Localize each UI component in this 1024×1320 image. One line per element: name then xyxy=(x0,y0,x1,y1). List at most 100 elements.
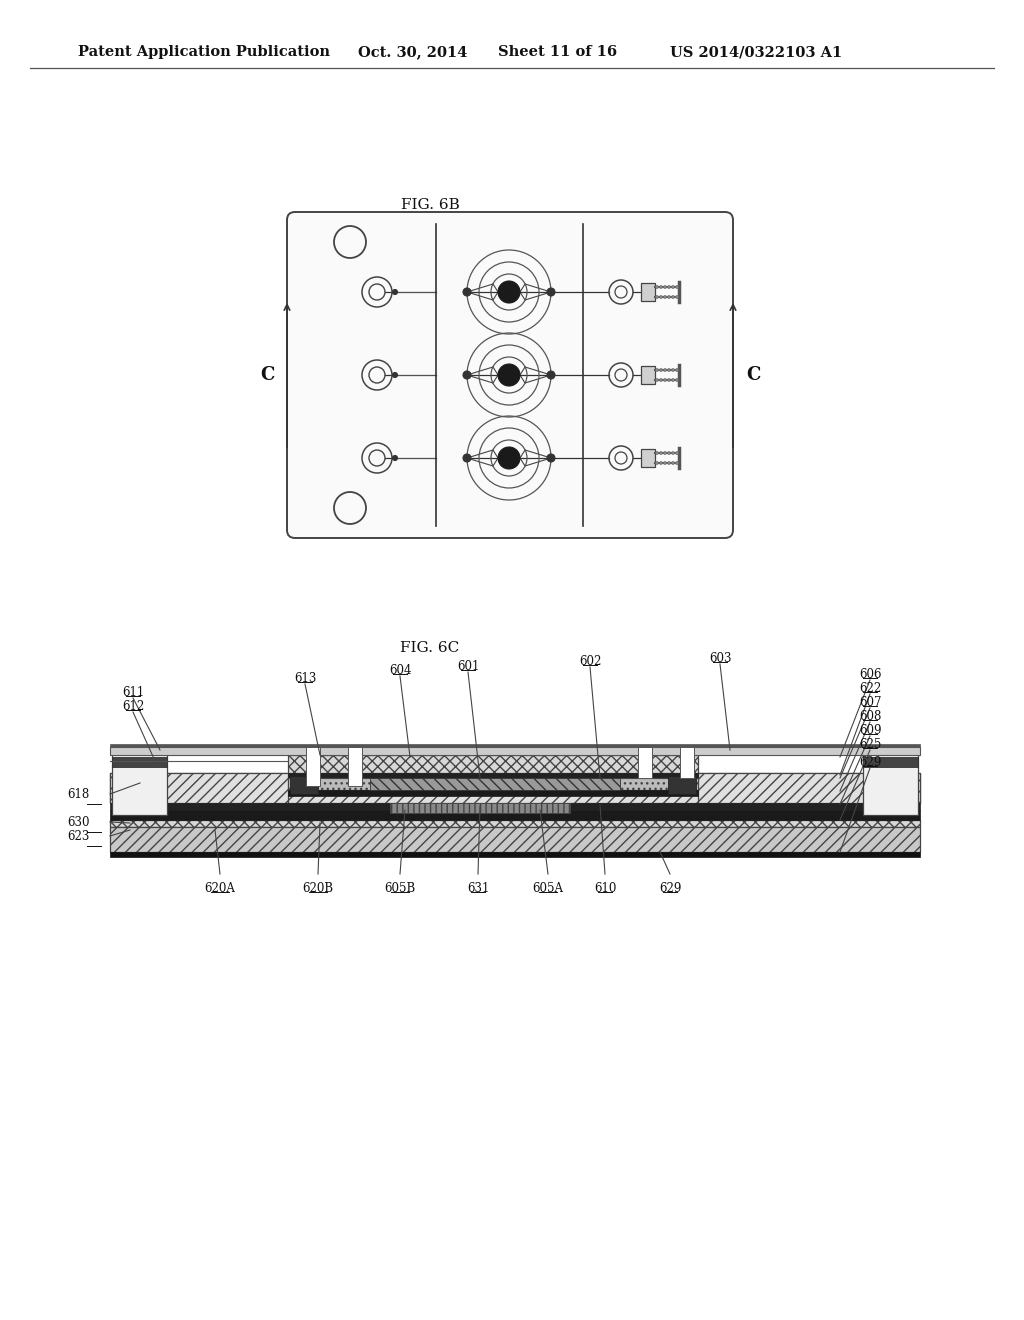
Circle shape xyxy=(463,371,471,379)
Bar xyxy=(112,756,167,767)
Bar xyxy=(110,803,920,810)
Text: 629: 629 xyxy=(859,756,882,770)
Bar xyxy=(110,810,920,820)
Circle shape xyxy=(664,296,667,298)
Circle shape xyxy=(655,379,658,381)
Text: 620A: 620A xyxy=(205,882,236,895)
Text: 623: 623 xyxy=(68,829,90,842)
Circle shape xyxy=(655,296,658,298)
Text: 607: 607 xyxy=(859,696,882,709)
Circle shape xyxy=(655,285,658,289)
Circle shape xyxy=(668,451,671,454)
Bar xyxy=(390,803,570,813)
Text: 608: 608 xyxy=(859,710,882,723)
Bar xyxy=(288,789,698,796)
Text: 604: 604 xyxy=(389,664,412,677)
Circle shape xyxy=(659,296,663,298)
Circle shape xyxy=(664,285,667,289)
Circle shape xyxy=(547,288,555,296)
Text: Sheet 11 of 16: Sheet 11 of 16 xyxy=(498,45,617,59)
Circle shape xyxy=(659,379,663,381)
Bar xyxy=(110,851,920,857)
Bar xyxy=(112,750,167,814)
Text: 605B: 605B xyxy=(384,882,416,895)
Circle shape xyxy=(664,451,667,454)
Circle shape xyxy=(664,368,667,371)
Circle shape xyxy=(655,368,658,371)
Text: FIG. 6B: FIG. 6B xyxy=(400,198,460,213)
Circle shape xyxy=(664,379,667,381)
Text: 622: 622 xyxy=(859,682,881,696)
Circle shape xyxy=(655,451,658,454)
Bar xyxy=(290,776,318,795)
Circle shape xyxy=(668,379,671,381)
Circle shape xyxy=(547,454,555,462)
Text: 603: 603 xyxy=(709,652,731,665)
Bar xyxy=(110,774,920,803)
Text: US 2014/0322103 A1: US 2014/0322103 A1 xyxy=(670,45,843,59)
Circle shape xyxy=(668,285,671,289)
Circle shape xyxy=(668,296,671,298)
Circle shape xyxy=(659,368,663,371)
Text: Oct. 30, 2014: Oct. 30, 2014 xyxy=(358,45,467,59)
Bar xyxy=(668,776,696,795)
Text: FIG. 6C: FIG. 6C xyxy=(400,642,460,655)
Bar xyxy=(641,449,655,467)
Circle shape xyxy=(676,285,679,289)
Bar xyxy=(288,774,698,777)
Bar xyxy=(348,747,362,785)
Circle shape xyxy=(676,368,679,371)
Bar xyxy=(863,756,918,767)
Circle shape xyxy=(463,288,471,296)
Text: 630: 630 xyxy=(68,816,90,829)
Circle shape xyxy=(392,372,397,378)
Text: 601: 601 xyxy=(457,660,479,673)
Circle shape xyxy=(672,368,675,371)
Bar xyxy=(641,366,655,384)
Bar xyxy=(641,282,655,301)
Circle shape xyxy=(547,371,555,379)
Text: 613: 613 xyxy=(294,672,316,685)
Circle shape xyxy=(668,368,671,371)
Text: 611: 611 xyxy=(122,686,144,700)
Circle shape xyxy=(659,462,663,465)
Bar xyxy=(863,750,918,814)
Bar xyxy=(680,747,694,777)
Circle shape xyxy=(498,364,520,385)
Bar xyxy=(288,777,698,789)
Bar xyxy=(698,774,920,803)
Bar xyxy=(110,820,920,828)
Bar xyxy=(370,777,620,789)
Circle shape xyxy=(655,462,658,465)
Circle shape xyxy=(672,379,675,381)
Text: 605A: 605A xyxy=(532,882,563,895)
Circle shape xyxy=(672,285,675,289)
Text: 625: 625 xyxy=(859,738,882,751)
Circle shape xyxy=(664,462,667,465)
Text: 629: 629 xyxy=(658,882,681,895)
Bar xyxy=(110,744,920,747)
Text: 612: 612 xyxy=(122,700,144,713)
Text: Patent Application Publication: Patent Application Publication xyxy=(78,45,330,59)
Text: 631: 631 xyxy=(467,882,489,895)
Circle shape xyxy=(676,462,679,465)
FancyBboxPatch shape xyxy=(287,213,733,539)
Bar xyxy=(110,828,920,851)
Circle shape xyxy=(672,296,675,298)
Circle shape xyxy=(672,451,675,454)
Bar xyxy=(306,747,319,785)
Text: 609: 609 xyxy=(859,723,882,737)
Circle shape xyxy=(676,451,679,454)
Circle shape xyxy=(668,462,671,465)
Circle shape xyxy=(498,447,520,469)
Text: C: C xyxy=(260,366,274,384)
Bar xyxy=(638,747,652,777)
Circle shape xyxy=(463,454,471,462)
Text: 602: 602 xyxy=(579,655,601,668)
Bar xyxy=(288,755,698,774)
Circle shape xyxy=(659,285,663,289)
Circle shape xyxy=(676,379,679,381)
Text: 620B: 620B xyxy=(302,882,334,895)
Text: 610: 610 xyxy=(594,882,616,895)
Circle shape xyxy=(676,296,679,298)
